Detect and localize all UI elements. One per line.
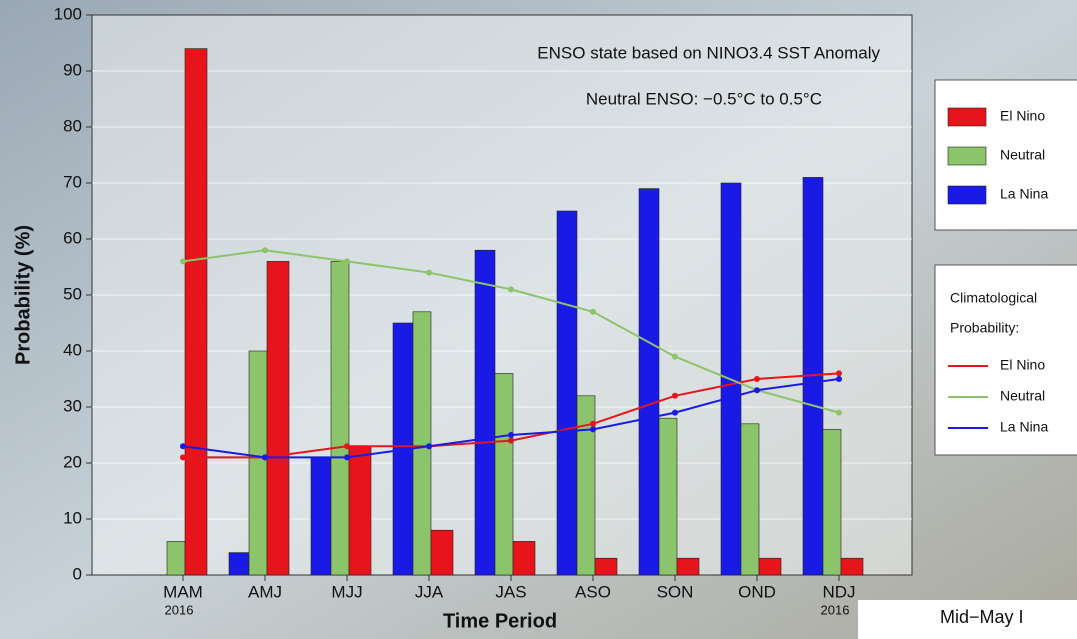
y-axis-label: Probability (%) (12, 225, 34, 365)
legend-label: Neutral (1000, 388, 1045, 404)
climatology-point (262, 454, 268, 460)
subtitle: Neutral ENSO: −0.5°C to 0.5°C (586, 89, 822, 108)
bar (557, 211, 577, 575)
bar (639, 189, 659, 575)
y-tick-label: 60 (63, 228, 82, 247)
chart: Mid−May I ENSO state based on NINO3.4 SS… (0, 0, 1077, 639)
legend-swatch (948, 186, 986, 204)
climatology-point (590, 426, 596, 432)
climatology-point (754, 376, 760, 382)
x-tick-label: AMJ (248, 582, 282, 601)
bar (331, 261, 349, 575)
bar (495, 373, 513, 575)
bar (267, 261, 289, 575)
bar (595, 558, 617, 575)
bar (741, 424, 759, 575)
x-tick-label: SON (657, 582, 694, 601)
y-tick-label: 20 (63, 452, 82, 471)
climatology-point (754, 387, 760, 393)
climatology-point (180, 443, 186, 449)
x-axis-label: Time Period (443, 610, 557, 632)
climatology-point (426, 270, 432, 276)
legend-swatch (948, 108, 986, 126)
x-tick-sublabel: 2016 (821, 602, 850, 617)
x-tick-label: MAM (163, 582, 203, 601)
climatology-point (508, 432, 514, 438)
climatology-point (344, 443, 350, 449)
legend-label: La Nina (1000, 419, 1048, 435)
bar (349, 446, 371, 575)
bar (659, 418, 677, 575)
climatology-point (672, 354, 678, 360)
legend-title: Probability: (950, 320, 1019, 336)
y-tick-label: 10 (63, 508, 82, 527)
y-tick-label: 40 (63, 340, 82, 359)
legend-title: Climatological (950, 290, 1037, 306)
y-tick-label: 90 (63, 60, 82, 79)
y-tick-label: 100 (54, 4, 82, 23)
climatology-point (180, 454, 186, 460)
y-tick-label: 0 (73, 564, 82, 583)
y-tick-label: 70 (63, 172, 82, 191)
y-tick-label: 50 (63, 284, 82, 303)
climatology-point (508, 286, 514, 292)
climatology-point (590, 421, 596, 427)
legend-label: El Nino (1000, 357, 1045, 373)
climatology-point (836, 376, 842, 382)
y-tick-label: 80 (63, 116, 82, 135)
climatology-point (672, 393, 678, 399)
subtitle: ENSO state based on NINO3.4 SST Anomaly (537, 43, 880, 62)
legend-label: El Nino (1000, 108, 1045, 124)
y-tick-label: 30 (63, 396, 82, 415)
climatology-point (262, 247, 268, 253)
x-tick-label: OND (738, 582, 776, 601)
bar (841, 558, 863, 575)
bar (823, 429, 841, 575)
bar (185, 49, 207, 575)
climatology-point (344, 258, 350, 264)
climatology-point (672, 410, 678, 416)
bar (431, 530, 453, 575)
bar (475, 250, 495, 575)
bar (249, 351, 267, 575)
x-tick-sublabel: 2016 (165, 602, 194, 617)
legend-swatch (948, 147, 986, 165)
bar (311, 457, 331, 575)
bar (759, 558, 781, 575)
climatology-point (508, 438, 514, 444)
climatology-point (590, 309, 596, 315)
climatology-point (836, 370, 842, 376)
x-tick-label: NDJ (822, 582, 855, 601)
bar (677, 558, 699, 575)
legend-label: Neutral (1000, 147, 1045, 163)
bar (167, 541, 185, 575)
legend-label: La Nina (1000, 186, 1048, 202)
x-tick-label: ASO (575, 582, 611, 601)
bar (513, 541, 535, 575)
x-tick-label: JJA (415, 582, 444, 601)
x-tick-label: MJJ (331, 582, 362, 601)
bar (229, 553, 249, 575)
footer: Mid−May I (940, 607, 1024, 627)
climatology-point (344, 454, 350, 460)
climatology-point (836, 410, 842, 416)
climatology-point (180, 258, 186, 264)
climatology-point (426, 443, 432, 449)
x-tick-label: JAS (495, 582, 526, 601)
